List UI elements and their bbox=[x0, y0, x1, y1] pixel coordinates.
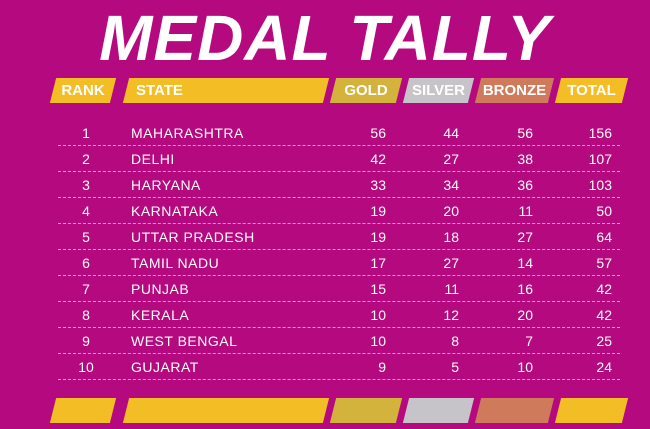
bronze-cell: 7 bbox=[525, 333, 533, 349]
total-cell: 64 bbox=[596, 229, 612, 245]
silver-cell: 8 bbox=[451, 333, 459, 349]
table-row: 1 MAHARASHTRA 56 44 56 156 bbox=[58, 120, 620, 146]
table-row: 3 HARYANA 33 34 36 103 bbox=[58, 172, 620, 198]
rank-cell: 10 bbox=[78, 359, 94, 375]
header-gold: GOLD bbox=[329, 78, 403, 103]
silver-cell: 27 bbox=[443, 255, 459, 271]
total-cell: 42 bbox=[596, 281, 612, 297]
state-cell: MAHARASHTRA bbox=[131, 125, 244, 141]
total-cell: 25 bbox=[596, 333, 612, 349]
bronze-cell: 10 bbox=[517, 359, 533, 375]
rank-cell: 6 bbox=[82, 255, 90, 271]
bronze-cell: 27 bbox=[517, 229, 533, 245]
bronze-cell: 16 bbox=[517, 281, 533, 297]
total-cell: 50 bbox=[596, 203, 612, 219]
gold-cell: 42 bbox=[370, 151, 386, 167]
total-cell: 24 bbox=[596, 359, 612, 375]
rank-cell: 9 bbox=[82, 333, 90, 349]
bronze-cell: 11 bbox=[518, 203, 533, 219]
total-cell: 103 bbox=[588, 177, 612, 193]
header-total: TOTAL bbox=[554, 78, 629, 103]
rank-cell: 2 bbox=[82, 151, 90, 167]
table-row: 5 UTTAR PRADESH 19 18 27 64 bbox=[58, 224, 620, 250]
bronze-cell: 20 bbox=[517, 307, 533, 323]
silver-cell: 44 bbox=[443, 125, 459, 141]
header-silver: SILVER bbox=[402, 78, 475, 103]
rank-cell: 1 bbox=[82, 125, 90, 141]
footer-bar-state bbox=[122, 398, 330, 423]
header-rank-label: RANK bbox=[61, 82, 105, 99]
silver-cell: 18 bbox=[443, 229, 459, 245]
bronze-cell: 56 bbox=[517, 125, 533, 141]
gold-cell: 19 bbox=[370, 229, 386, 245]
silver-cell: 12 bbox=[443, 307, 459, 323]
footer-bar-total bbox=[554, 398, 629, 423]
header-total-label: TOTAL bbox=[567, 82, 616, 99]
total-cell: 156 bbox=[588, 125, 612, 141]
gold-cell: 56 bbox=[370, 125, 386, 141]
state-cell: UTTAR PRADESH bbox=[131, 229, 255, 245]
table-row: 6 TAMIL NADU 17 27 14 57 bbox=[58, 250, 620, 276]
state-cell: GUJARAT bbox=[131, 359, 199, 375]
state-cell: DELHI bbox=[131, 151, 175, 167]
state-cell: WEST BENGAL bbox=[131, 333, 238, 349]
bronze-cell: 14 bbox=[517, 255, 533, 271]
total-cell: 42 bbox=[596, 307, 612, 323]
footer-bar-gold bbox=[329, 398, 403, 423]
header-state-label: STATE bbox=[136, 82, 183, 99]
header-gold-label: GOLD bbox=[344, 82, 388, 99]
silver-cell: 5 bbox=[451, 359, 459, 375]
gold-cell: 10 bbox=[370, 307, 386, 323]
gold-cell: 9 bbox=[378, 359, 386, 375]
rank-cell: 8 bbox=[82, 307, 90, 323]
gold-cell: 15 bbox=[370, 281, 386, 297]
table-row: 4 KARNATAKA 19 20 11 50 bbox=[58, 198, 620, 224]
footer-bar-rank bbox=[49, 398, 117, 423]
table-row: 2 DELHI 42 27 38 107 bbox=[58, 146, 620, 172]
silver-cell: 20 bbox=[443, 203, 459, 219]
table-row: 9 WEST BENGAL 10 8 7 25 bbox=[58, 328, 620, 354]
rank-cell: 7 bbox=[82, 281, 90, 297]
state-cell: HARYANA bbox=[131, 177, 201, 193]
gold-cell: 19 bbox=[370, 203, 386, 219]
rank-cell: 5 bbox=[82, 229, 90, 245]
gold-cell: 10 bbox=[370, 333, 386, 349]
page-title: MEDAL TALLY bbox=[99, 2, 551, 74]
medal-table: 1 MAHARASHTRA 56 44 56 156 2 DELHI 42 27… bbox=[58, 120, 620, 380]
gold-cell: 17 bbox=[370, 255, 386, 271]
footer-bar-bronze bbox=[474, 398, 555, 423]
bronze-cell: 38 bbox=[517, 151, 533, 167]
bronze-cell: 36 bbox=[517, 177, 533, 193]
header-bronze: BRONZE bbox=[474, 78, 555, 103]
header-bronze-label: BRONZE bbox=[482, 82, 547, 99]
header-state: STATE bbox=[122, 78, 330, 103]
state-cell: TAMIL NADU bbox=[131, 255, 220, 271]
header-rank: RANK bbox=[49, 78, 117, 103]
rank-cell: 4 bbox=[82, 203, 90, 219]
state-cell: KERALA bbox=[131, 307, 190, 323]
state-cell: KARNATAKA bbox=[131, 203, 219, 219]
table-row: 10 GUJARAT 9 5 10 24 bbox=[58, 354, 620, 380]
rank-cell: 3 bbox=[82, 177, 90, 193]
total-cell: 107 bbox=[588, 151, 612, 167]
table-row: 8 KERALA 10 12 20 42 bbox=[58, 302, 620, 328]
state-cell: PUNJAB bbox=[131, 281, 190, 297]
silver-cell: 34 bbox=[443, 177, 459, 193]
silver-cell: 27 bbox=[443, 151, 459, 167]
footer-bar-silver bbox=[402, 398, 475, 423]
header-silver-label: SILVER bbox=[411, 82, 466, 99]
silver-cell: 11 bbox=[444, 281, 459, 297]
table-row: 7 PUNJAB 15 11 16 42 bbox=[58, 276, 620, 302]
total-cell: 57 bbox=[596, 255, 612, 271]
gold-cell: 33 bbox=[370, 177, 386, 193]
